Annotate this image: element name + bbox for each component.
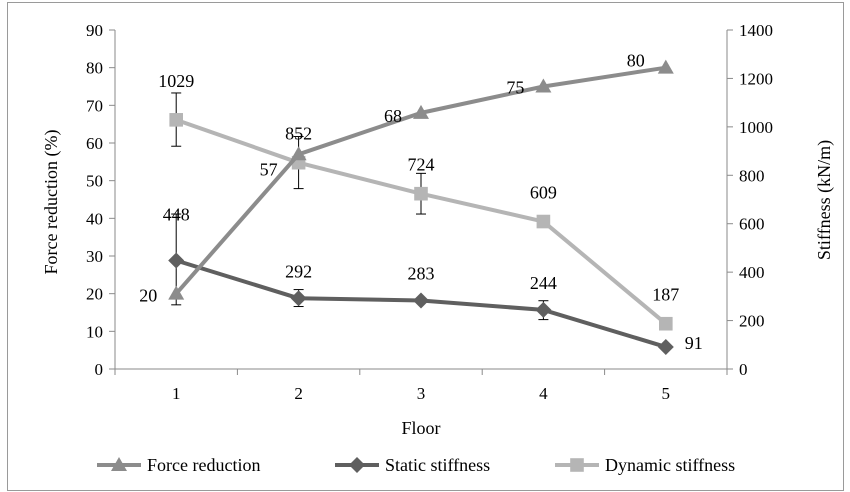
data-label: 80 <box>627 51 645 71</box>
y-left-tick-label: 70 <box>86 96 103 115</box>
y-left-tick-label: 0 <box>95 360 104 379</box>
data-point <box>413 292 429 309</box>
x-tick-label: 4 <box>539 384 548 403</box>
data-label: 448 <box>163 205 190 225</box>
axes: 0 10 20 30 40 50 60 70 80 90 0 200 400 600 800 1000 1200… <box>86 21 773 403</box>
x-tick-label: 3 <box>417 384 426 403</box>
legend-marker <box>111 457 127 471</box>
series-layer <box>168 59 674 355</box>
x-tick-label: 2 <box>294 384 303 403</box>
y-left-tick-label: 10 <box>86 322 103 341</box>
data-label: 68 <box>384 106 402 126</box>
data-point <box>535 78 552 93</box>
legend-marker <box>349 457 365 473</box>
x-axis-title: Floor <box>401 418 440 438</box>
data-label: 292 <box>285 261 312 281</box>
y-right-tick-label: 600 <box>739 215 765 234</box>
y-left-tick-label: 40 <box>86 209 103 228</box>
data-label: 724 <box>408 155 435 175</box>
legend-marker <box>570 458 584 472</box>
chart-frame <box>7 2 844 491</box>
data-label: 187 <box>652 285 679 305</box>
series-static-stiffness <box>168 213 674 355</box>
data-label: 1029 <box>158 71 194 91</box>
data-point <box>290 290 307 307</box>
data-point <box>168 252 185 269</box>
y-left-tick-label: 80 <box>86 59 103 78</box>
y-right-tick-label: 1400 <box>739 21 773 40</box>
x-tick-label: 5 <box>662 384 671 403</box>
y-right-tick-label: 0 <box>739 360 748 379</box>
y-axis-right-title: Stiffness (kN/m) <box>814 140 835 260</box>
legend-item: Force reduction <box>97 455 260 475</box>
legend-label: Static stiffness <box>385 455 490 475</box>
y-left-tick-label: 20 <box>86 285 103 304</box>
y-left-tick-label: 30 <box>86 247 103 266</box>
y-axis-left-title: Force reduction (%) <box>41 130 62 275</box>
data-point <box>657 338 674 355</box>
data-point <box>413 104 429 119</box>
data-label: 20 <box>139 286 157 306</box>
data-point <box>536 214 551 229</box>
y-right-tick-label: 400 <box>739 263 765 282</box>
y-right-tick-label: 200 <box>739 312 765 331</box>
legend: Force reduction Static stiffness Dynamic s… <box>97 455 735 475</box>
data-label: 852 <box>285 124 312 144</box>
data-label: 57 <box>260 159 278 179</box>
data-label: 91 <box>685 333 703 353</box>
y-left-tick-label: 50 <box>86 172 103 191</box>
x-tick-label: 1 <box>172 384 181 403</box>
data-label: 609 <box>530 183 557 203</box>
data-label: 244 <box>530 273 557 293</box>
legend-item: Dynamic stiffness <box>555 455 735 475</box>
data-point <box>535 301 552 318</box>
y-right-tick-label: 1200 <box>739 69 773 88</box>
series-force-reduction <box>168 59 674 300</box>
data-label: 283 <box>408 263 435 283</box>
y-right-tick-label: 1000 <box>739 118 773 137</box>
legend-label: Force reduction <box>147 455 260 475</box>
data-label: 75 <box>506 78 524 98</box>
data-point <box>168 285 185 300</box>
y-right-tick-label: 800 <box>739 166 765 185</box>
data-point <box>659 316 673 331</box>
data-labels: 20 57 68 75 80 448 292 283 244 91 1029 852 724 609 187 <box>139 51 703 353</box>
y-left-tick-label: 90 <box>86 21 103 40</box>
data-point <box>290 146 307 161</box>
legend-item: Static stiffness <box>335 455 490 475</box>
legend-label: Dynamic stiffness <box>605 455 735 475</box>
y-left-tick-label: 60 <box>86 134 103 153</box>
data-point <box>414 186 428 201</box>
data-point <box>657 59 674 74</box>
data-point <box>169 113 183 127</box>
